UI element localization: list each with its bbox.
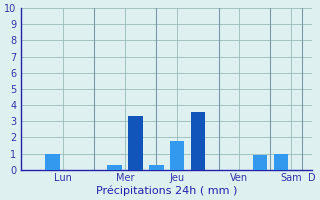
Bar	[149, 165, 164, 170]
Bar	[190, 112, 205, 170]
Bar	[253, 155, 268, 170]
Bar	[274, 154, 288, 170]
Bar	[128, 116, 143, 170]
Bar	[45, 154, 60, 170]
Bar	[170, 141, 184, 170]
X-axis label: Précipitations 24h ( mm ): Précipitations 24h ( mm )	[96, 185, 237, 196]
Bar	[108, 165, 122, 170]
